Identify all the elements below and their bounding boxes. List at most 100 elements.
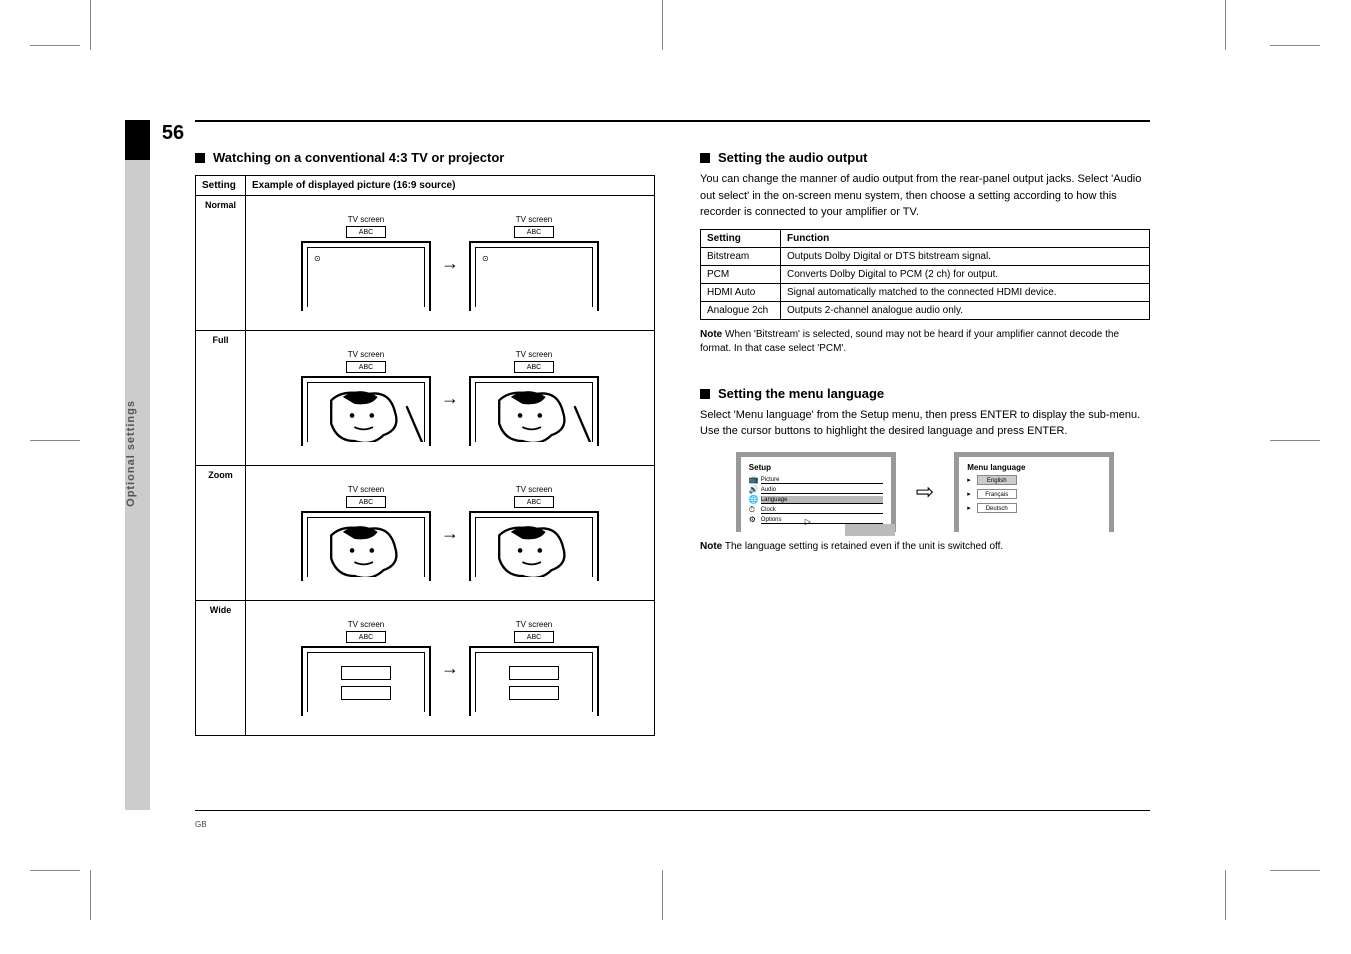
tv-illustration: TV screen ABC ⊙	[469, 215, 599, 312]
menu-icon: 🔊	[749, 485, 757, 494]
record-dot-icon: ⊙	[314, 254, 321, 263]
th-setting: Setting	[701, 229, 781, 247]
right-heading-2: Setting the menu language	[700, 386, 1150, 401]
bullet-icon	[700, 389, 710, 399]
triangle-icon: ▸	[967, 504, 971, 512]
table-row: HDMI AutoSignal automatically matched to…	[701, 283, 1150, 301]
th-desc: Example of displayed picture (16:9 sourc…	[246, 176, 655, 196]
note-2: Note The language setting is retained ev…	[700, 540, 1150, 554]
face-icon	[476, 383, 592, 442]
crop-mark	[1225, 870, 1226, 920]
rule-top	[195, 120, 1150, 122]
cell: Analogue 2ch	[701, 301, 781, 319]
menu-icon: ⚙	[749, 515, 757, 524]
tv-caption: TV screen	[469, 620, 599, 630]
note-text: The language setting is retained even if…	[725, 541, 1003, 552]
left-column: Watching on a conventional 4:3 TV or pro…	[195, 150, 675, 736]
triangle-icon: ▸	[967, 490, 971, 498]
menu1-title: Setup	[749, 463, 883, 472]
bullet-icon	[195, 153, 205, 163]
menu-label: Clock	[761, 506, 883, 514]
bar-icon	[509, 686, 559, 700]
triangle-icon: ▸	[967, 476, 971, 484]
rule-bottom	[195, 810, 1150, 811]
menu-label: Language	[761, 496, 883, 504]
menu2-option: English	[977, 475, 1017, 485]
tv-label: ABC	[346, 496, 386, 508]
tv-caption: TV screen	[301, 485, 431, 495]
crop-mark	[90, 870, 91, 920]
bullet-icon	[700, 153, 710, 163]
tv-label: ABC	[514, 361, 554, 373]
crop-mark	[90, 0, 91, 50]
face-icon	[308, 383, 424, 442]
footer: GB	[195, 820, 1150, 829]
cell: Signal automatically matched to the conn…	[781, 283, 1150, 301]
audio-settings-table: Setting Function BitstreamOutputs Dolby …	[700, 229, 1150, 320]
menu-icon: ⏱	[749, 505, 757, 515]
row-label: Wide	[196, 601, 246, 736]
face-icon	[308, 518, 424, 577]
menu2-title: Menu language	[967, 463, 1101, 472]
tv-illustration: TV screen ABC	[469, 620, 599, 717]
tv-caption: TV screen	[469, 485, 599, 495]
right-heading-2-text: Setting the menu language	[718, 386, 884, 401]
menu2-option: Deutsch	[977, 503, 1017, 513]
row-label: Zoom	[196, 466, 246, 601]
menu-icon: 📺	[749, 475, 757, 484]
cell: Outputs Dolby Digital or DTS bitstream s…	[781, 247, 1150, 265]
crop-mark	[1270, 440, 1320, 441]
menu-icon: 🌐	[749, 495, 757, 504]
note-label: Note	[700, 329, 722, 340]
row-label: Normal	[196, 196, 246, 331]
bar-icon	[509, 666, 559, 680]
submenu-hint	[845, 524, 895, 536]
right-heading-1-text: Setting the audio output	[718, 150, 867, 165]
note-text: When 'Bitstream' is selected, sound may …	[700, 329, 1119, 354]
tv-illustration: TV screen ABC	[469, 485, 599, 582]
menu-label: Picture	[761, 476, 883, 484]
tv-illustration: TV screen ABC	[469, 350, 599, 447]
tv-illustration: TV screen ABC	[301, 620, 431, 717]
crop-mark	[30, 45, 80, 46]
menu2-option: Français	[977, 489, 1017, 499]
cell: PCM	[701, 265, 781, 283]
section1-body: You can change the manner of audio outpu…	[700, 171, 1150, 221]
arrow-icon: →	[441, 253, 459, 274]
tv-illustration: TV screen ABC	[301, 485, 431, 582]
tv-label: ABC	[514, 631, 554, 643]
note-1: Note When 'Bitstream' is selected, sound…	[700, 328, 1150, 356]
table-row: PCMConverts Dolby Digital to PCM (2 ch) …	[701, 265, 1150, 283]
tv-caption: TV screen	[301, 620, 431, 630]
menu-label: Audio	[761, 486, 883, 494]
crop-mark	[1270, 45, 1320, 46]
footer-left: GB	[195, 820, 207, 829]
right-heading-1: Setting the audio output	[700, 150, 1150, 165]
illus-cell: TV screen ABC ⊙ → TV screen ABC ⊙	[246, 196, 655, 331]
tv-caption: TV screen	[469, 350, 599, 360]
record-dot-icon: ⊙	[482, 254, 489, 263]
cursor-triangle-icon: ▷	[805, 517, 811, 526]
arrow-outline-icon: ⇨	[916, 479, 934, 505]
side-bar-label: Optional settings	[125, 400, 150, 507]
display-mode-table: Setting Example of displayed picture (16…	[195, 175, 655, 736]
cell: HDMI Auto	[701, 283, 781, 301]
illus-cell: TV screen ABC → TV screen ABC	[246, 601, 655, 736]
menu-diagram: Setup 📺 Picture 🔊 Audio 🌐 Language ⏱ Clock ⚙…	[700, 452, 1150, 532]
cell: Bitstream	[701, 247, 781, 265]
th-function: Function	[781, 229, 1150, 247]
menu-row: 📺 Picture	[749, 475, 883, 485]
side-tab	[125, 120, 150, 160]
left-heading-text: Watching on a conventional 4:3 TV or pro…	[213, 150, 504, 165]
tv-label: ABC	[514, 226, 554, 238]
right-column: Setting the audio output You can change …	[700, 150, 1150, 554]
tv-caption: TV screen	[469, 215, 599, 225]
tv-illustration: TV screen ABC ⊙	[301, 215, 431, 312]
tv-label: ABC	[346, 631, 386, 643]
crop-mark	[662, 0, 663, 50]
crop-mark	[662, 870, 663, 920]
th-mode: Setting	[196, 176, 246, 196]
menu-label: Options	[761, 516, 883, 524]
page-number: 56	[153, 122, 193, 145]
tv-illustration: TV screen ABC	[301, 350, 431, 447]
